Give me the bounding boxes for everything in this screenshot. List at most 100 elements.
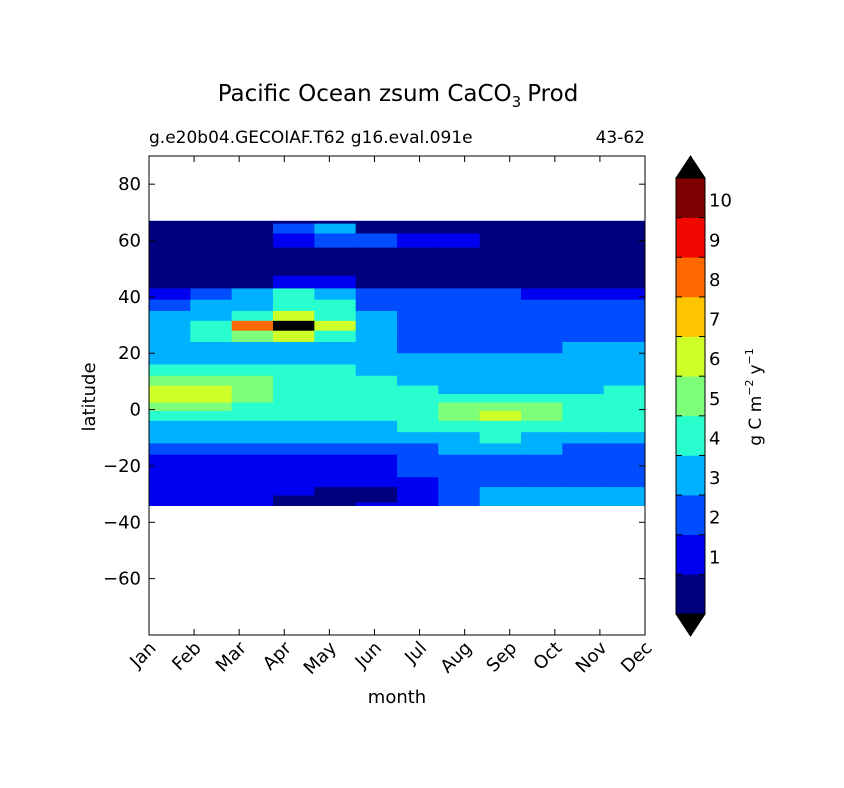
heatmap-cell [479,495,522,504]
heatmap-cell [397,320,439,332]
heatmap-cell [562,220,605,225]
heatmap-cell [190,411,233,422]
heatmap-cell [397,394,439,404]
x-tick-label: Jan [125,638,160,673]
heatmap-cell [603,420,645,433]
colorbar-band [676,376,705,417]
y-tick-label: 40 [118,287,141,308]
heatmap-cell [438,299,481,312]
heatmap-cell [231,443,274,456]
colorbar-tick-label: 4 [709,428,720,449]
heatmap-cell [231,477,274,488]
colorbar-band [676,455,705,496]
heatmap-cell [397,330,439,343]
heatmap-cell [355,402,398,412]
heatmap-cell [397,375,439,387]
heatmap-cell [479,223,522,235]
colorbar-band [676,178,705,218]
heatmap-cell [603,341,645,354]
heatmap-cell [355,465,398,478]
heatmap-cell [397,353,439,366]
heatmap-cell [438,502,481,506]
heatmap-cell [562,261,605,277]
colorbar-tick-label: 7 [709,310,720,331]
heatmap-cell [355,432,398,444]
heatmap-cell [273,402,315,412]
colorbar-over-arrow [675,155,706,179]
heatmap-cell [479,220,522,225]
heatmap-cell [479,454,522,467]
heatmap-cell [355,487,398,497]
colorbar-tick-label: 1 [709,547,720,568]
heatmap-cell [479,275,522,290]
heatmap-cell [355,223,398,235]
heatmap-cell [149,320,191,332]
heatmap-cell [521,233,563,249]
heatmap-cell [479,341,522,354]
heatmap-cell [190,247,233,263]
heatmap-cell [314,247,357,263]
heatmap-cell [562,330,605,343]
heatmap-cell [355,364,398,377]
heatmap-cell [314,341,357,354]
subtitle-left: g.e20b04.GECOIAF.T62 g16.eval.091e [149,128,473,148]
heatmap-cell [273,502,315,506]
heatmap-cell [355,341,398,354]
heatmap-cell [273,299,315,312]
heatmap-cell [231,275,274,290]
heatmap-cell [355,502,398,506]
heatmap-cell [314,477,357,488]
heatmap-cell [438,275,481,290]
heatmap-cell [355,375,398,387]
heatmap-cell [479,353,522,366]
heatmap-cell [355,411,398,422]
heatmap-cell [562,223,605,235]
heatmap-cell [190,288,233,301]
heatmap-cell [231,261,274,277]
heatmap-cell [397,233,439,249]
heatmap-cell [149,402,191,412]
heatmap-cell [562,353,605,366]
heatmap-cell [190,320,233,332]
heatmap-cell [314,330,357,343]
heatmap-cell [479,420,522,433]
heatmap-cell [273,375,315,387]
heatmap-cell [397,487,439,497]
heatmap-cell [314,353,357,366]
heatmap-cell [438,465,481,478]
heatmap-field [149,220,645,506]
heatmap-cell [190,385,233,395]
heatmap-cell [521,385,563,395]
heatmap-cell [231,454,274,467]
colorbar-band [676,217,705,258]
heatmap-cell [231,495,274,504]
heatmap-cell [397,454,439,467]
heatmap-cell [273,385,315,395]
chart-title: Pacific Ocean zsum CaCO3 Prod [218,81,579,111]
x-tick-label: Feb [168,638,205,675]
heatmap-cell [521,420,563,433]
heatmap-cell [521,495,563,504]
heatmap-cell [190,233,233,249]
heatmap-cell [314,261,357,277]
heatmap-cell [603,402,645,412]
heatmap-cell [190,299,233,312]
heatmap-cell [521,220,563,225]
heatmap-cell [438,247,481,263]
heatmap-cell [438,394,481,404]
heatmap-cell [438,233,481,249]
heatmap-cell [314,385,357,395]
heatmap-cell [521,432,563,444]
colorbar-tick-label: 5 [709,389,720,410]
heatmap-cell [603,223,645,235]
heatmap-cell [438,454,481,467]
heatmap-cell [314,299,357,312]
heatmap-cell [273,288,315,301]
heatmap-cell [149,223,191,235]
heatmap-cell [438,320,481,332]
heatmap-cell [479,487,522,497]
y-axis: −60 −40 −20 0 20 40 60 80 [103,174,645,590]
colorbar-label-exp2: −1 [743,348,756,364]
heatmap-cell [562,394,605,404]
x-tick-label: Nov [572,637,612,677]
